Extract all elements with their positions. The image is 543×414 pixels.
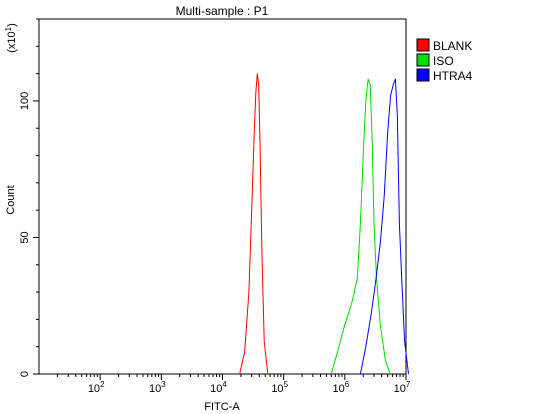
x-tick-label: 105 bbox=[271, 380, 288, 395]
series-line-blank bbox=[239, 73, 269, 375]
y-multiplier-label: (x101) bbox=[4, 23, 18, 53]
plot-frame bbox=[38, 18, 407, 375]
y-multiplier-prefix: (x10 bbox=[6, 31, 18, 52]
legend-label-htra4: HTRA4 bbox=[433, 69, 473, 83]
x-tick-label: 106 bbox=[332, 380, 349, 395]
y-axis: 0 50 100 bbox=[19, 18, 39, 377]
series-line-htra4 bbox=[359, 78, 409, 375]
chart-title: Multi-sample : P1 bbox=[176, 4, 269, 18]
y-tick-label: 50 bbox=[19, 231, 31, 243]
x-tick-label: 103 bbox=[149, 380, 166, 395]
y-tick-label: 100 bbox=[19, 92, 31, 110]
legend-swatch-htra4 bbox=[416, 68, 430, 82]
x-tick-label: 104 bbox=[210, 380, 227, 395]
y-tick-label: 0 bbox=[19, 371, 31, 377]
x-tick-label: 107 bbox=[394, 380, 411, 395]
y-multiplier-suffix: ) bbox=[6, 23, 18, 27]
legend-swatch-iso bbox=[416, 53, 430, 67]
series-layer bbox=[239, 73, 409, 375]
y-axis-label: Count bbox=[5, 185, 17, 214]
series-line-iso bbox=[330, 78, 391, 375]
legend-label-blank: BLANK bbox=[433, 39, 472, 53]
legend-swatch-blank bbox=[416, 38, 430, 52]
legend-label-iso: ISO bbox=[433, 54, 454, 68]
y-multiplier-exponent: 1 bbox=[4, 26, 13, 31]
x-axis: 102 103 104 105 106 107 bbox=[56, 374, 411, 395]
x-axis-label: FITC-A bbox=[204, 401, 240, 413]
x-tick-label: 102 bbox=[88, 380, 105, 395]
